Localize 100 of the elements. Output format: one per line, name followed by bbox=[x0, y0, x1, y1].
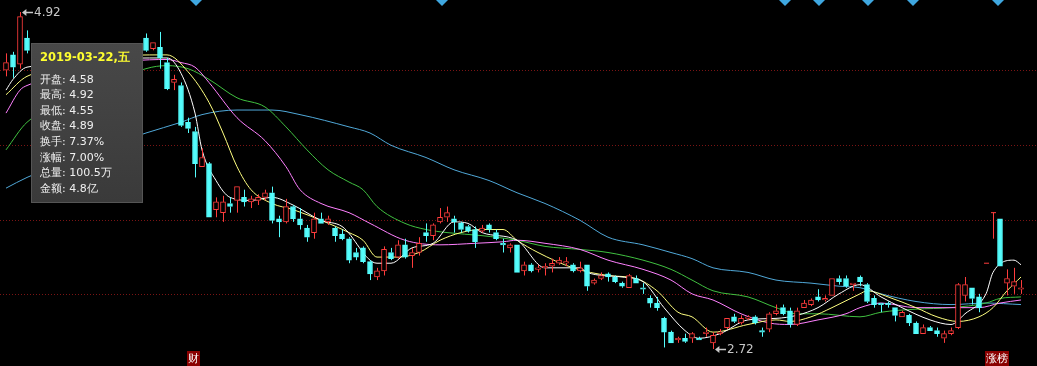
candlestick bbox=[269, 186, 275, 224]
candlestick bbox=[766, 311, 772, 333]
annotation: 收盘: 4.89 bbox=[40, 118, 95, 134]
candlestick bbox=[241, 189, 247, 208]
candlestick bbox=[423, 222, 429, 243]
candlestick bbox=[157, 31, 163, 70]
candlestick bbox=[955, 282, 961, 330]
candlestick bbox=[633, 274, 639, 284]
candlestick bbox=[1004, 268, 1010, 296]
candlestick bbox=[486, 222, 492, 234]
candlestick bbox=[276, 215, 282, 238]
candlestick bbox=[927, 325, 933, 331]
candlestick bbox=[836, 274, 842, 286]
candlestick bbox=[619, 281, 625, 289]
annotation: 开盘: 4.58 bbox=[40, 71, 95, 88]
candlestick bbox=[528, 262, 534, 273]
candlestick bbox=[255, 193, 261, 206]
candlestick bbox=[437, 207, 443, 224]
candlestick bbox=[535, 264, 541, 273]
candlestick bbox=[1011, 267, 1017, 295]
text: 涨榜 bbox=[985, 351, 1009, 366]
candlestick bbox=[731, 313, 737, 324]
candlestick bbox=[185, 117, 191, 134]
annotation: 最高: 4.92 bbox=[40, 87, 95, 103]
candlestick bbox=[444, 206, 450, 223]
candlestick bbox=[262, 189, 268, 201]
candlestick bbox=[843, 274, 849, 289]
candlestick bbox=[801, 299, 807, 308]
candlestick bbox=[178, 81, 184, 128]
candlestick bbox=[892, 307, 898, 322]
annotation: 金额: 4.8亿 bbox=[40, 180, 99, 197]
candlestick bbox=[689, 331, 695, 344]
candlestick bbox=[360, 245, 366, 264]
candlestick bbox=[311, 212, 317, 240]
candlestick bbox=[640, 282, 646, 295]
candlestick bbox=[143, 32, 149, 53]
candlestick bbox=[1018, 279, 1024, 295]
candlestick bbox=[220, 195, 226, 223]
candlestick bbox=[794, 307, 800, 327]
candlestick bbox=[864, 282, 870, 304]
candlestick bbox=[290, 204, 296, 223]
candlestick bbox=[647, 294, 653, 309]
candlestick bbox=[304, 224, 310, 243]
candlestick bbox=[332, 225, 338, 243]
candlestick bbox=[759, 327, 765, 338]
annotation: 2019-03-22,五 bbox=[40, 50, 131, 66]
candlestick bbox=[171, 74, 177, 91]
text: 财 bbox=[187, 351, 200, 366]
candlestick bbox=[710, 331, 716, 350]
candlestick bbox=[871, 294, 877, 309]
candlestick bbox=[164, 57, 170, 91]
candlestick bbox=[654, 296, 660, 312]
candlestick bbox=[283, 198, 289, 224]
candlestick bbox=[17, 11, 23, 70]
candlestick bbox=[465, 224, 471, 234]
candlestick bbox=[325, 215, 331, 226]
candlestick bbox=[549, 258, 555, 273]
candlestick bbox=[990, 212, 997, 240]
candlestick bbox=[395, 239, 401, 260]
annotation: 4.92 bbox=[34, 4, 61, 19]
candlestick bbox=[563, 256, 569, 267]
candlestick bbox=[192, 126, 198, 178]
annotation: 2.72 bbox=[727, 341, 754, 356]
candlestick bbox=[318, 212, 324, 224]
candlestick bbox=[787, 307, 793, 329]
candlestick bbox=[346, 236, 352, 264]
candlestick bbox=[227, 196, 233, 214]
candlestick bbox=[234, 186, 240, 214]
candlestick bbox=[612, 274, 618, 284]
annotation: 最低: 4.55 bbox=[40, 102, 95, 119]
candlestick bbox=[409, 247, 415, 269]
candlestick bbox=[822, 294, 828, 303]
candlestick bbox=[962, 276, 968, 303]
candlestick bbox=[857, 274, 863, 287]
candlestick bbox=[808, 297, 814, 307]
candlestick bbox=[969, 287, 975, 306]
candlestick bbox=[913, 320, 919, 335]
candlestick bbox=[682, 333, 688, 344]
candlestick bbox=[570, 262, 576, 273]
candlestick bbox=[199, 147, 205, 168]
annotation: 涨幅: 7.00% bbox=[40, 149, 106, 166]
candlestick bbox=[24, 29, 30, 54]
candlestick bbox=[451, 215, 457, 234]
candlestick bbox=[206, 161, 212, 218]
candlestick bbox=[745, 314, 751, 321]
candlestick bbox=[556, 256, 562, 266]
candlestick bbox=[941, 330, 947, 344]
annotation: 总量: 100.5万 bbox=[40, 165, 113, 181]
candlestick bbox=[430, 222, 436, 241]
candlestick bbox=[661, 316, 667, 348]
candlestick bbox=[213, 196, 219, 218]
candlestick bbox=[3, 52, 9, 77]
candlestick bbox=[584, 264, 590, 292]
candlestick bbox=[367, 259, 373, 281]
annotation: 换手: 7.37% bbox=[40, 133, 106, 150]
candlestick bbox=[416, 236, 422, 257]
candlestick bbox=[297, 207, 303, 231]
candlestick bbox=[934, 327, 940, 338]
candlestick bbox=[472, 225, 478, 249]
candlestick bbox=[402, 238, 408, 260]
